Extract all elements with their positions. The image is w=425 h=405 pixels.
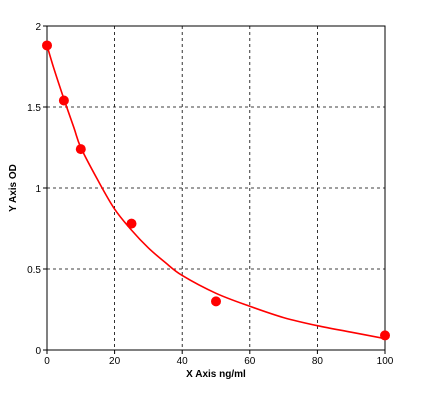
x-tick-label: 20 — [109, 356, 121, 367]
x-tick-label: 40 — [177, 356, 189, 367]
data-point — [58, 95, 69, 106]
data-point — [211, 296, 221, 307]
x-tick-label: 0 — [44, 356, 50, 367]
data-point — [380, 330, 390, 341]
fit-curve — [46, 45, 386, 340]
y-axis-ticks: 0 0.5 1 1.5 2 — [27, 22, 47, 357]
x-tick-label: 100 — [377, 356, 394, 367]
data-point — [126, 218, 137, 229]
x-tick-label: 80 — [312, 356, 324, 367]
y-tick-label: 0 — [35, 346, 41, 357]
y-tick-label: 1.5 — [27, 103, 41, 114]
grid — [47, 26, 385, 350]
y-tick-label: 0.5 — [27, 265, 41, 276]
x-axis-title: X Axis ng/ml — [186, 369, 246, 380]
data-point — [75, 144, 86, 155]
x-axis-ticks: 0 20 40 60 80 100 — [44, 350, 394, 367]
y-tick-label: 1 — [35, 184, 41, 195]
x-tick-label: 60 — [244, 356, 256, 367]
y-tick-label: 2 — [35, 22, 41, 33]
data-point — [42, 40, 52, 51]
y-axis-title: Y Axis OD — [8, 164, 19, 212]
data-points — [42, 40, 390, 341]
